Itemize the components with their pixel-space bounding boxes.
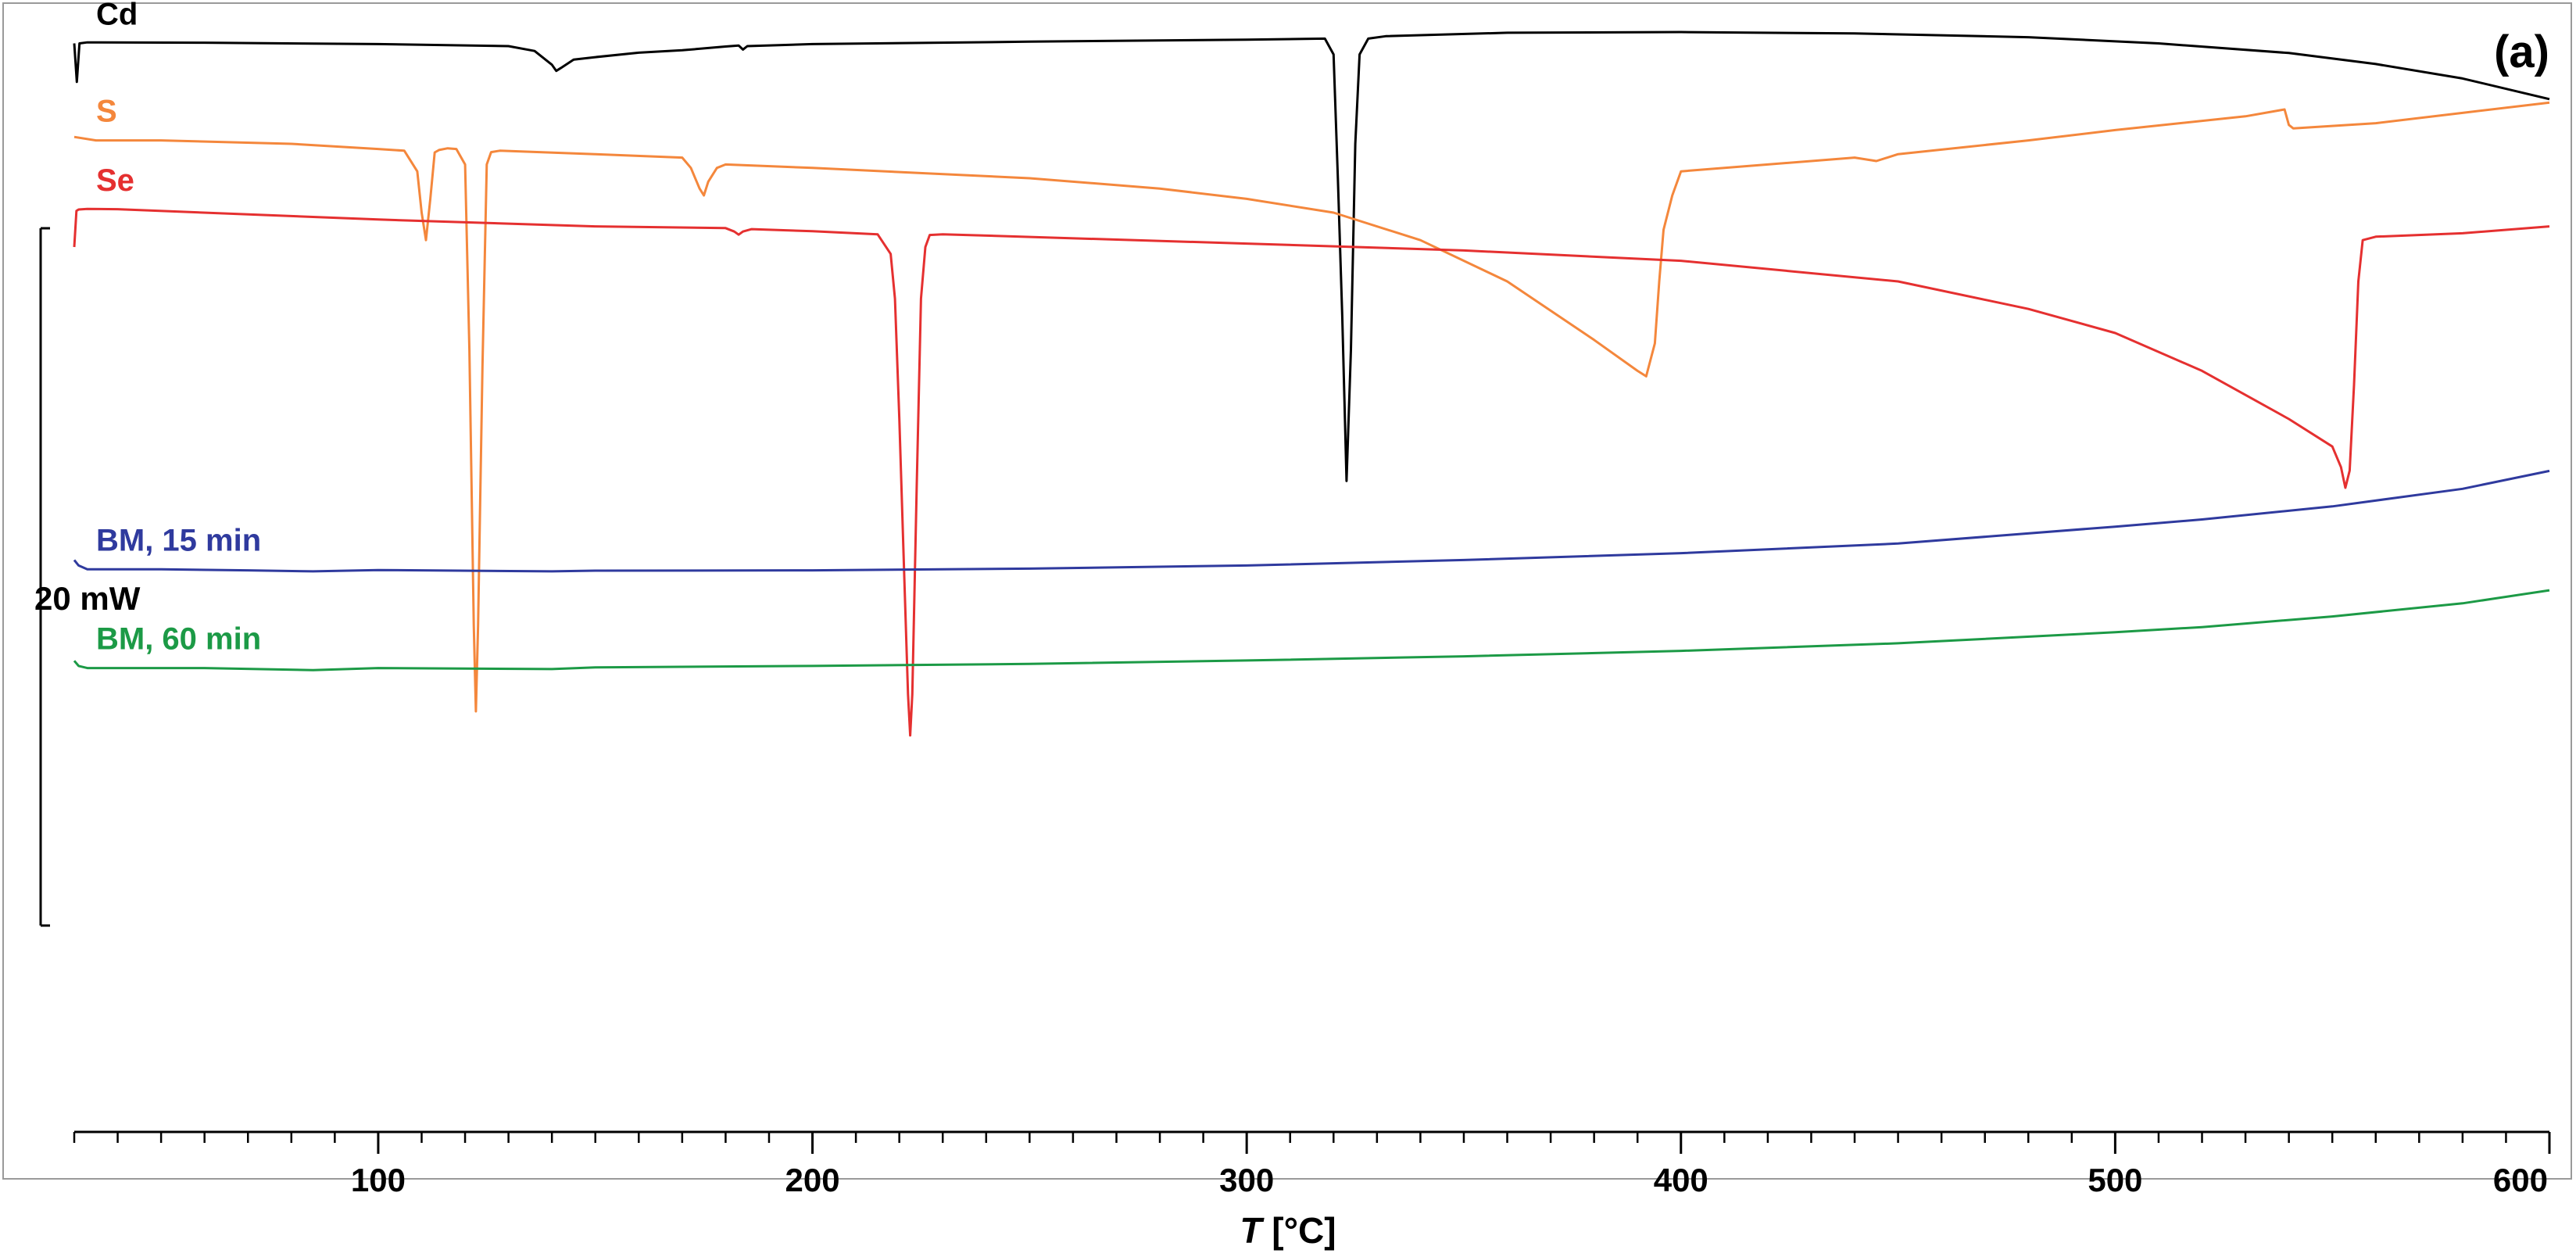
x-tick-label: 300 bbox=[1219, 1162, 1274, 1198]
x-tick-label: 500 bbox=[2088, 1162, 2142, 1198]
x-axis-minor-ticks bbox=[73, 1132, 2507, 1143]
x-axis-major-ticks: 100 200 300 400 500 600 bbox=[351, 1132, 2551, 1198]
x-axis-label-unit: [°C] bbox=[1262, 1210, 1336, 1251]
scale-bar bbox=[39, 227, 50, 927]
series-label-se: Se bbox=[96, 163, 134, 198]
series-label-cd: Cd bbox=[96, 0, 138, 32]
x-axis-label: T [°C] bbox=[1240, 1210, 1336, 1251]
x-tick-label: 600 bbox=[2493, 1162, 2548, 1198]
scale-bar-label: 20 mW bbox=[34, 580, 141, 617]
x-axis-label-symbol: T bbox=[1240, 1210, 1265, 1251]
x-tick-label: 200 bbox=[785, 1162, 840, 1198]
x-tick-label: 100 bbox=[351, 1162, 406, 1198]
series-lines bbox=[73, 30, 2550, 737]
series-labels: Cd S Se BM, 15 min BM, 60 min bbox=[96, 0, 261, 657]
series-line-cd bbox=[73, 30, 2550, 482]
series-line-bm-15-min bbox=[73, 469, 2550, 573]
series-line-bm-60-min bbox=[73, 589, 2550, 671]
panel-label: (a) bbox=[2494, 27, 2549, 77]
series-line-s bbox=[73, 101, 2550, 713]
series-label-bm-60-min: BM, 60 min bbox=[96, 622, 261, 657]
series-label-s: S bbox=[96, 95, 117, 129]
series-label-bm-15-min: BM, 15 min bbox=[96, 523, 261, 557]
x-tick-label: 400 bbox=[1654, 1162, 1708, 1198]
series-line-se bbox=[73, 207, 2550, 737]
plot-frame bbox=[2, 2, 2572, 1180]
